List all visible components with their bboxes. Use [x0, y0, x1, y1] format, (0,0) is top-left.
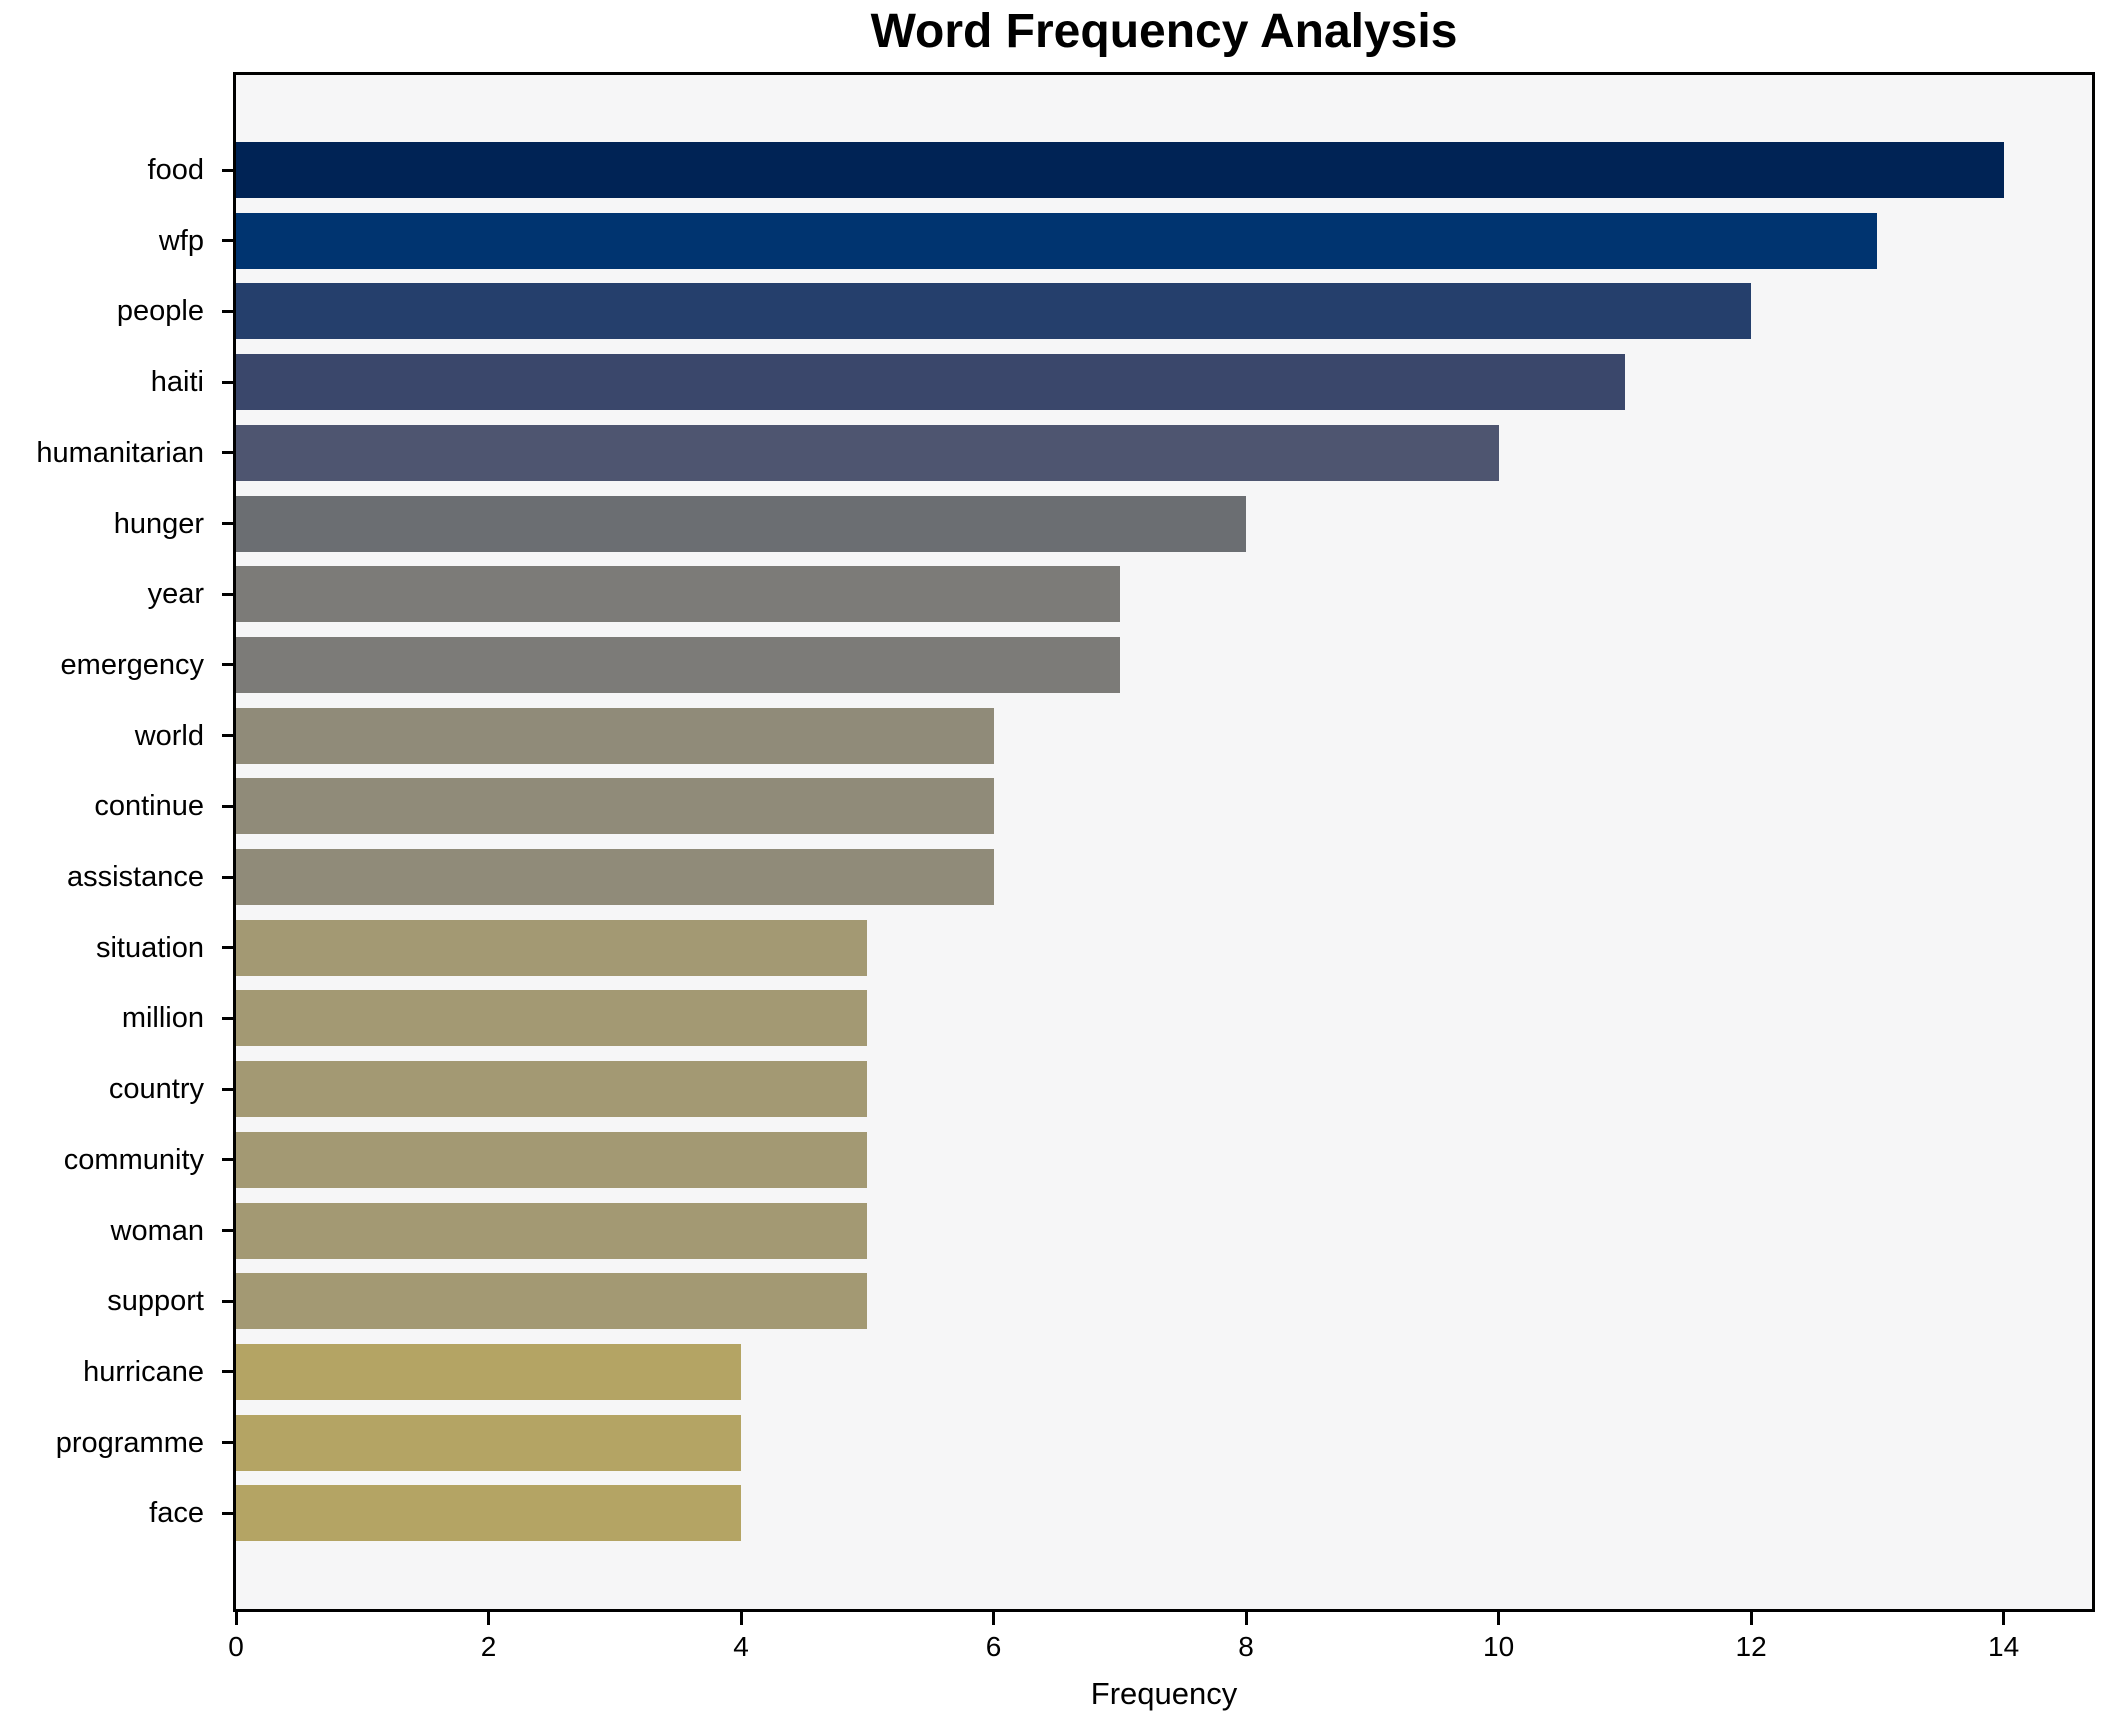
- x-tick-label-0: 0: [228, 1631, 244, 1662]
- y-axis-label-emergency: emergency: [60, 648, 204, 681]
- y-tick-mark: [222, 451, 233, 455]
- x-tick-mark: [234, 1612, 238, 1625]
- plot-area: [233, 72, 2095, 1612]
- x-tick-mark: [1749, 1612, 1753, 1625]
- y-axis-label-wfp: wfp: [158, 224, 204, 257]
- y-tick-mark: [222, 1229, 233, 1232]
- y-tick-mark: [222, 309, 233, 313]
- y-axis-label-world: world: [134, 719, 204, 752]
- y-axis-label-country: country: [108, 1073, 204, 1106]
- x-axis-title: Frequency: [1090, 1676, 1238, 1711]
- x-tick-label-6: 6: [985, 1631, 1002, 1662]
- y-tick-mark: [222, 380, 233, 384]
- bar-face: [236, 1485, 742, 1542]
- y-tick-mark: [222, 1087, 233, 1091]
- y-axis-label-people: people: [116, 295, 204, 328]
- y-tick-mark: [222, 875, 233, 879]
- x-tick-label-8: 8: [1238, 1631, 1254, 1662]
- y-tick-mark: [222, 522, 233, 525]
- y-axis-label-hurricane: hurricane: [83, 1355, 204, 1388]
- y-tick-mark: [222, 734, 233, 738]
- bar-support: [236, 1273, 868, 1330]
- y-axis-label-haiti: haiti: [150, 366, 204, 399]
- x-tick-label-14: 14: [1988, 1631, 2020, 1662]
- x-tick-mark: [2002, 1612, 2006, 1625]
- y-tick-mark: [222, 1370, 233, 1374]
- bar-world: [236, 707, 994, 764]
- bar-humanitarian: [236, 424, 1499, 481]
- y-axis-label-situation: situation: [95, 931, 204, 964]
- bar-million: [236, 990, 868, 1047]
- y-tick-mark: [222, 592, 233, 596]
- bar-people: [236, 283, 1752, 340]
- bar-community: [236, 1131, 868, 1188]
- bar-continue: [236, 778, 994, 835]
- bar-haiti: [236, 354, 1625, 411]
- x-tick-mark: [1497, 1612, 1501, 1625]
- y-axis-label-face: face: [149, 1497, 204, 1530]
- y-axis-label-support: support: [107, 1285, 204, 1318]
- x-tick-label-12: 12: [1735, 1631, 1767, 1662]
- bar-woman: [236, 1202, 868, 1259]
- y-tick-mark: [222, 168, 233, 172]
- bar-emergency: [236, 636, 1120, 693]
- x-tick-mark: [1244, 1612, 1248, 1625]
- y-axis-label-food: food: [147, 154, 204, 186]
- x-tick-mark: [739, 1612, 743, 1625]
- y-axis-label-programme: programme: [55, 1426, 204, 1459]
- x-tick-mark: [487, 1612, 491, 1625]
- x-tick-label-4: 4: [733, 1631, 749, 1662]
- bar-year: [236, 566, 1120, 623]
- y-axis-label-assistance: assistance: [66, 861, 204, 893]
- bar-food: [236, 142, 2004, 198]
- y-axis-label-humanitarian: humanitarian: [36, 436, 204, 469]
- bar-hunger: [236, 495, 1247, 552]
- x-tick-mark: [992, 1612, 996, 1625]
- bar-hurricane: [236, 1343, 742, 1400]
- y-tick-mark: [222, 1441, 233, 1445]
- y-axis-label-continue: continue: [94, 790, 204, 823]
- chart-title: Word Frequency Analysis: [870, 5, 1458, 58]
- bar-assistance: [236, 849, 994, 905]
- y-tick-mark: [222, 804, 233, 808]
- bar-situation: [236, 919, 868, 976]
- y-axis-label-year: year: [147, 578, 204, 611]
- y-tick-mark: [222, 1511, 233, 1515]
- bar-programme: [236, 1414, 742, 1471]
- y-tick-mark: [222, 1158, 233, 1162]
- y-axis-label-million: million: [121, 1002, 204, 1035]
- y-tick-mark: [222, 946, 233, 950]
- x-tick-label-10: 10: [1483, 1631, 1515, 1662]
- y-axis-label-woman: woman: [110, 1214, 205, 1247]
- y-axis-label-hunger: hunger: [113, 507, 204, 540]
- bar-country: [236, 1061, 868, 1118]
- y-tick-mark: [222, 239, 233, 243]
- x-tick-label-2: 2: [480, 1631, 497, 1662]
- y-tick-mark: [222, 1299, 233, 1303]
- bar-wfp: [236, 212, 1878, 269]
- y-tick-mark: [222, 1016, 233, 1020]
- y-tick-mark: [222, 663, 233, 667]
- y-axis-label-community: community: [63, 1143, 204, 1176]
